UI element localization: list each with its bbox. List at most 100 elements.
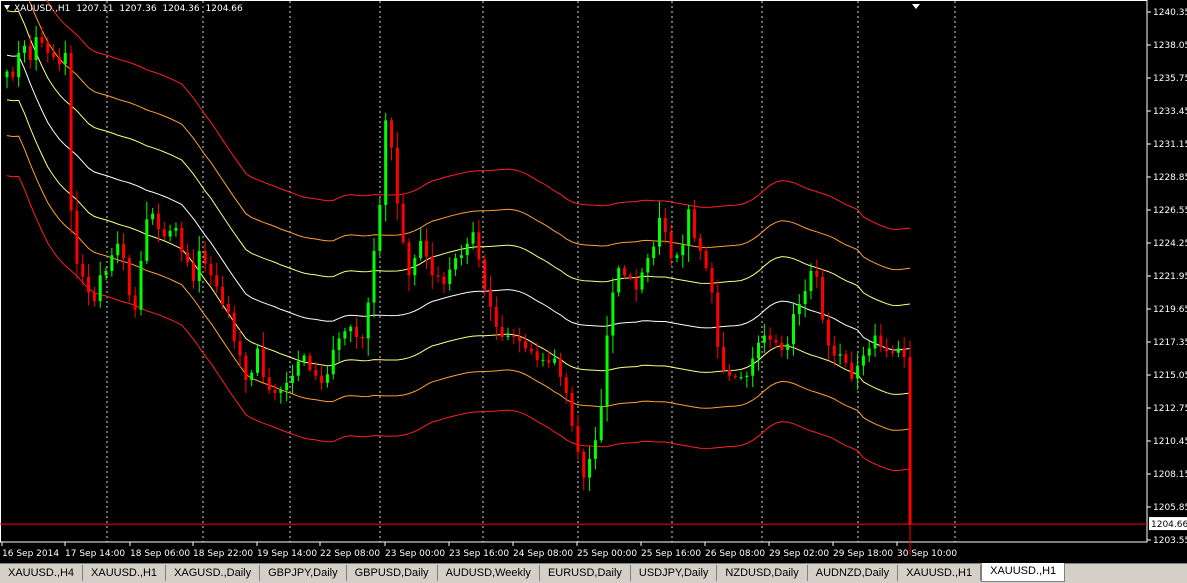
tab-4[interactable]: GBPUSD,Daily [347, 565, 438, 581]
candle-body [722, 347, 726, 370]
band-lower-1 [6, 99, 911, 395]
candle [215, 262, 219, 294]
candle [355, 318, 359, 349]
candle [523, 334, 527, 353]
candle-body [850, 362, 854, 379]
candle [815, 259, 819, 289]
candle-body [844, 354, 848, 363]
candle-body [681, 245, 685, 256]
candle [640, 267, 644, 294]
candle-body [191, 262, 195, 282]
x-tick-label-5: 22 Sep 08:00 [320, 549, 380, 559]
tab-3[interactable]: GBPJPY,Daily [260, 565, 347, 581]
candle [663, 208, 667, 244]
candle-body [902, 348, 906, 358]
tab-11[interactable]: XAUUSD.,H1 [981, 563, 1066, 582]
candle-body [611, 292, 615, 336]
price-chart[interactable]: 16 Sep 2014 17 Sep 14:00 18 Sep 06:00 18 Se… [0, 0, 1187, 563]
candle [448, 257, 452, 291]
candle-body [582, 451, 586, 478]
candle-body [856, 365, 860, 379]
candle-body [547, 359, 551, 363]
candle [832, 335, 836, 366]
candle [40, 26, 44, 48]
tab-5[interactable]: AUDUSD,Weekly [438, 565, 540, 581]
candle [349, 324, 353, 343]
candle [564, 372, 568, 404]
candle-body [471, 232, 475, 244]
candle [419, 227, 423, 261]
candle [63, 40, 67, 76]
candle [821, 268, 825, 324]
candle [588, 446, 592, 492]
tab-0[interactable]: XAUUSD.,H4 [0, 565, 84, 581]
close-price: 1204.66 [205, 4, 243, 14]
candle-body [46, 42, 50, 53]
candle [856, 353, 860, 390]
tab-6[interactable]: EURUSD,Daily [540, 565, 631, 581]
candle [722, 331, 726, 374]
y-tick-label-9: 1219.65 [1153, 305, 1187, 315]
candle [512, 328, 516, 345]
candle [285, 371, 289, 402]
candle [454, 253, 458, 277]
candle-body [553, 358, 557, 363]
candle [401, 193, 405, 245]
candle [424, 228, 428, 269]
tab-10[interactable]: XAUUSD.,H1 [898, 565, 982, 581]
candle-body [675, 255, 679, 259]
x-tick-label-3: 18 Sep 22:00 [193, 549, 253, 559]
tab-8[interactable]: NZDUSD,Daily [717, 565, 808, 581]
chart-header: XAUUSD.,H1 1207.11 1207.36 1204.36 1204.… [4, 4, 246, 14]
candle [180, 221, 184, 262]
candle-body [786, 344, 790, 350]
candle-body [320, 375, 324, 383]
candle-body [768, 335, 772, 340]
chart-canvas[interactable]: 16 Sep 2014 17 Sep 14:00 18 Sep 06:00 18 Se… [0, 0, 1187, 563]
current-price-box [1149, 517, 1187, 531]
candle [739, 371, 743, 381]
candle-body [832, 345, 836, 356]
tab-9[interactable]: AUDNZD,Daily [808, 565, 899, 581]
candle-body [529, 348, 533, 352]
candle [110, 248, 114, 277]
candle [320, 366, 324, 390]
tab-1[interactable]: XAUUSD.,H1 [83, 565, 167, 581]
candle-body [459, 255, 463, 259]
candle [81, 254, 85, 286]
y-tick-label-1: 1238.05 [1153, 41, 1187, 51]
candle [908, 340, 912, 555]
candle [314, 361, 318, 381]
candle [209, 256, 213, 285]
candle [902, 337, 906, 368]
tab-2[interactable]: XAGUSD.,Daily [166, 565, 261, 581]
candle [716, 279, 720, 359]
candle [261, 332, 265, 383]
candle-body [355, 326, 359, 337]
candle-body [739, 377, 743, 379]
candle-body [628, 275, 632, 279]
candle [826, 312, 830, 360]
candle-body [349, 326, 353, 332]
candle [442, 272, 446, 294]
candle [780, 335, 784, 358]
candle-body [360, 336, 364, 339]
candle [11, 66, 15, 82]
candle-body [180, 227, 184, 253]
candle [646, 253, 650, 283]
candle [657, 201, 661, 255]
candle-body [873, 335, 877, 349]
candle [384, 112, 388, 222]
candle-body [232, 312, 236, 342]
symbol-label: XAUUSD.,H1 [14, 4, 71, 14]
candle [692, 199, 696, 242]
candle-body [623, 268, 627, 276]
chevron-down-icon[interactable] [4, 5, 10, 10]
candle [698, 233, 702, 260]
candle-body [512, 335, 516, 337]
candle-body [226, 303, 230, 313]
tab-7[interactable]: USDJPY,Daily [631, 565, 718, 581]
candle [238, 330, 242, 368]
candle [360, 334, 364, 349]
candle-body [838, 354, 842, 356]
